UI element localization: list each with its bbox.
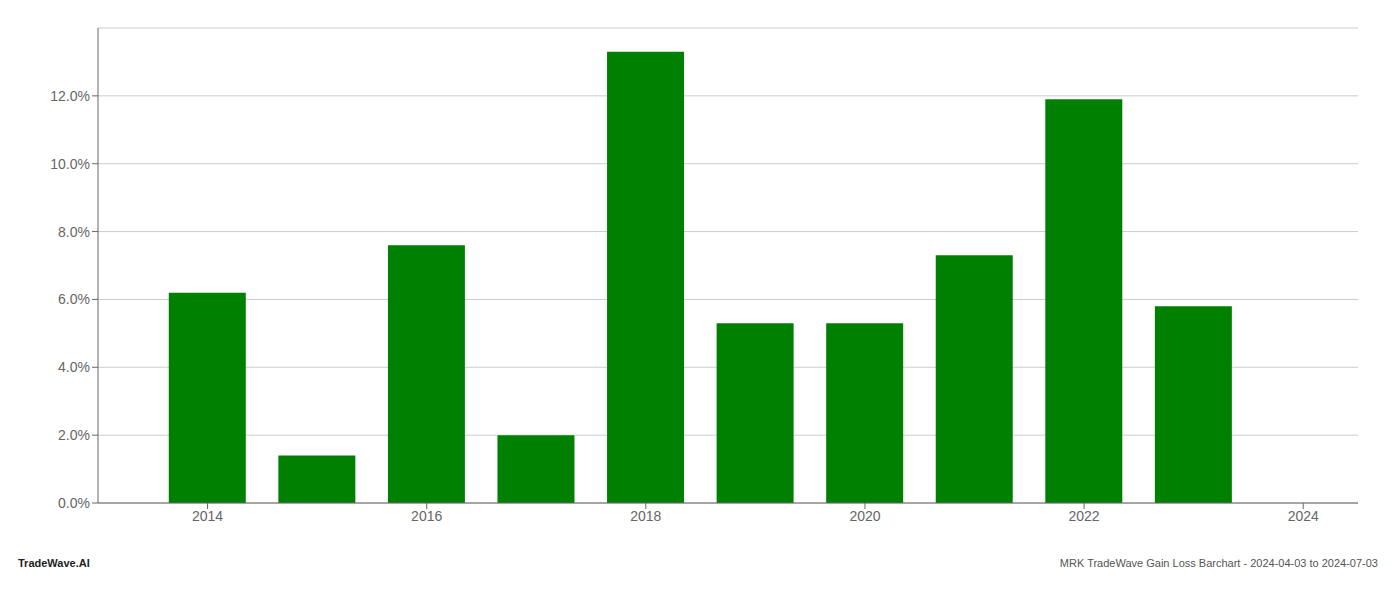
svg-text:2.0%: 2.0% xyxy=(58,427,90,443)
svg-text:2016: 2016 xyxy=(411,508,442,524)
svg-text:2022: 2022 xyxy=(1069,508,1100,524)
svg-text:2018: 2018 xyxy=(630,508,661,524)
svg-text:2024: 2024 xyxy=(1288,508,1319,524)
html-text:MRK TradeWave Gain Loss Barcha: MRK TradeWave Gain Loss Barchart - 2024-… xyxy=(1059,557,1378,569)
svg-text:12.0%: 12.0% xyxy=(50,88,90,104)
svg-text:6.0%: 6.0% xyxy=(58,291,90,307)
svg-text:2020: 2020 xyxy=(849,508,880,524)
svg-text:2014: 2014 xyxy=(192,508,223,524)
svg-text:10.0%: 10.0% xyxy=(50,156,90,172)
svg-text:0.0%: 0.0% xyxy=(58,495,90,511)
html-text:TradeWave.AI: TradeWave.AI xyxy=(18,557,90,569)
svg-text:8.0%: 8.0% xyxy=(58,224,90,240)
svg-text:4.0%: 4.0% xyxy=(58,359,90,375)
